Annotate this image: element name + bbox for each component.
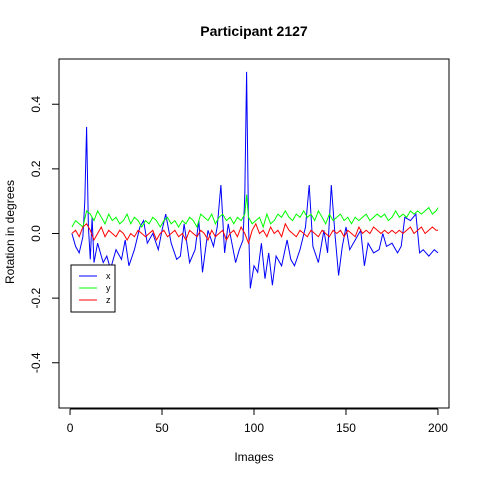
- legend-item-z: z: [79, 295, 111, 305]
- x-tick-label: 150: [336, 421, 356, 435]
- series-line-z: [71, 222, 438, 245]
- x-axis-label: Images: [234, 450, 273, 464]
- legend-label: x: [106, 271, 111, 281]
- x-tick-label: 50: [155, 421, 169, 435]
- x-tick-label: 100: [244, 421, 264, 435]
- legend: xyz: [70, 264, 116, 313]
- plot-area: [58, 58, 450, 409]
- y-axis: -0.4 -0.2 0.0 0.2 0.4: [29, 96, 60, 373]
- y-tick-label: -0.4: [29, 352, 43, 373]
- legend-label: y: [106, 283, 111, 293]
- y-tick-label: 0.0: [29, 225, 43, 242]
- legend-item-x: x: [79, 271, 111, 281]
- y-axis-label: Rotation in degrees: [3, 180, 17, 284]
- x-axis: 0 50 100 150 200: [67, 408, 448, 435]
- y-tick-label: -0.2: [29, 287, 43, 308]
- legend-items: xyz: [79, 271, 111, 305]
- x-tick-label: 200: [428, 421, 448, 435]
- legend-label: z: [106, 295, 111, 305]
- legend-item-y: y: [79, 283, 111, 293]
- series-line-x: [71, 71, 439, 289]
- y-tick-label: 0.2: [29, 160, 43, 177]
- series-line-y: [71, 194, 439, 229]
- x-tick-label: 0: [67, 421, 74, 435]
- y-tick-label: 0.4: [29, 96, 43, 113]
- chart-title: Participant 2127: [200, 23, 308, 39]
- series-layer: [71, 71, 439, 289]
